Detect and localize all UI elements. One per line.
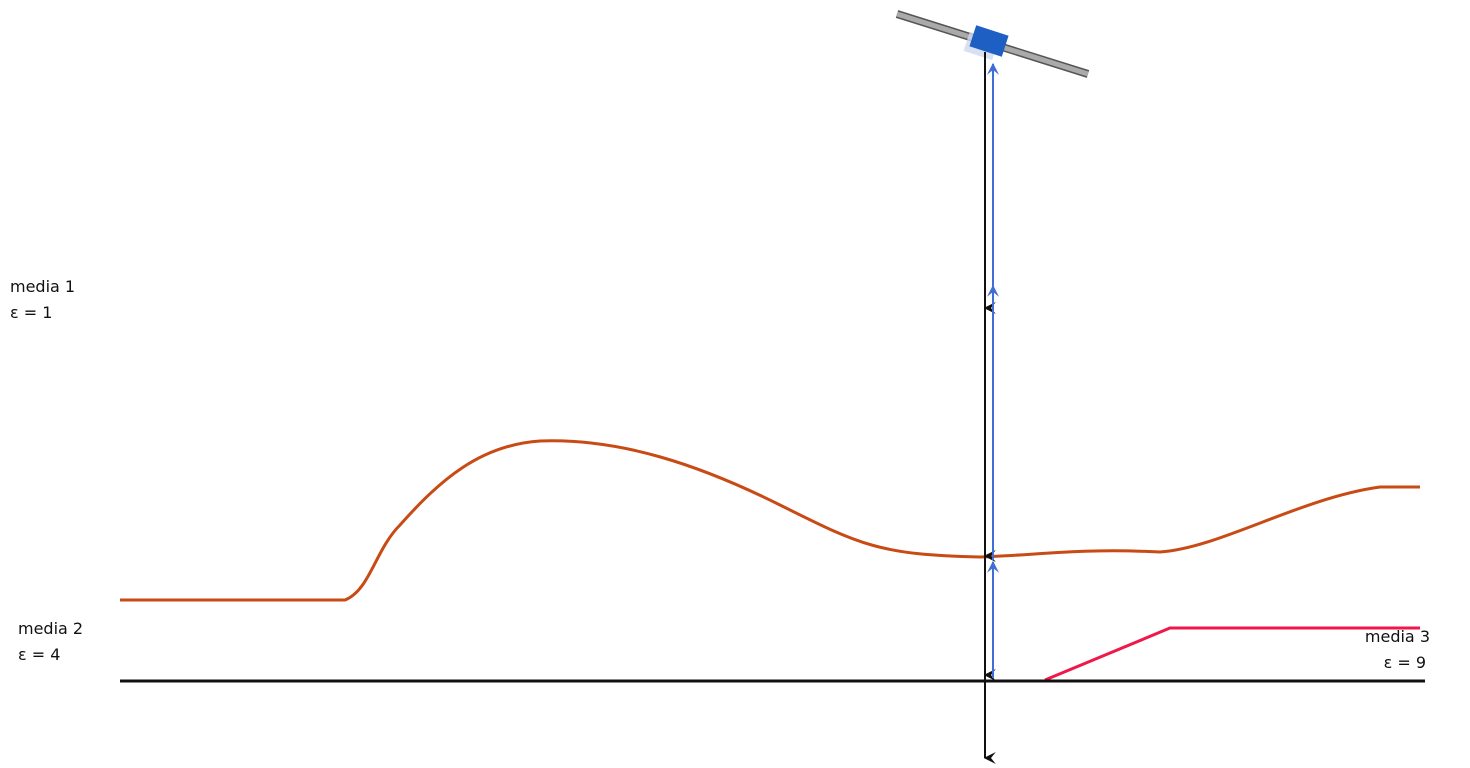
permittivity-label: ε = 1 [10, 303, 52, 322]
interface-1-2 [120, 441, 1420, 600]
media-label: media 1 [10, 277, 75, 296]
permittivity-label: ε = 9 [1384, 653, 1426, 672]
interface-2-3 [1045, 628, 1420, 680]
media-label: media 3 [1365, 627, 1430, 646]
permittivity-label: ε = 4 [18, 645, 60, 664]
diagram: media 1 ε = 1 media 2 ε = 4 media 3 ε = … [0, 0, 1470, 768]
media-label: media 2 [18, 619, 83, 638]
